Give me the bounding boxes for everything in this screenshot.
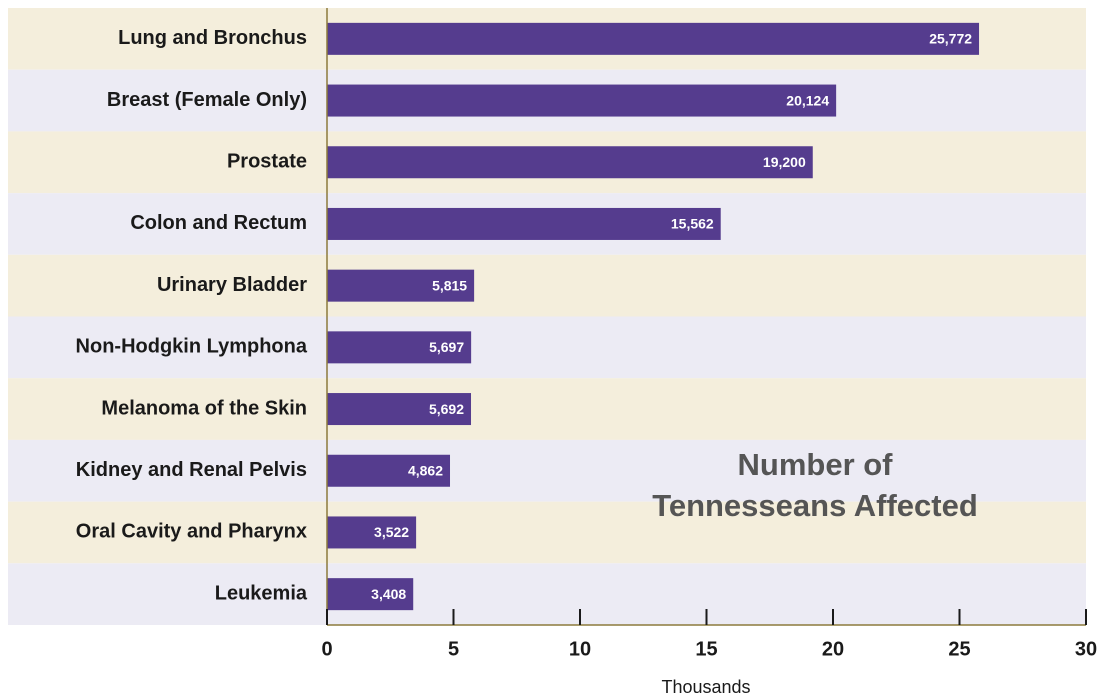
bar — [327, 454, 451, 487]
x-tick-label: 0 — [321, 638, 332, 660]
value-label: 19,200 — [763, 154, 806, 170]
x-axis-label: Thousands — [661, 677, 750, 697]
bar — [327, 331, 472, 364]
row-band — [8, 563, 1086, 625]
value-label: 5,697 — [429, 339, 464, 355]
bar — [327, 393, 472, 426]
row-band — [8, 439, 1086, 502]
y-tick-label: Melanoma of the Skin — [101, 397, 307, 419]
row-band — [8, 254, 1086, 317]
y-tick-label: Colon and Rectum — [130, 212, 307, 234]
value-label: 4,862 — [408, 462, 443, 478]
bar — [327, 146, 813, 179]
x-tick-label: 15 — [695, 638, 717, 660]
value-label: 3,522 — [374, 524, 409, 540]
x-tick-label: 25 — [948, 638, 970, 660]
y-tick-label: Breast (Female Only) — [107, 89, 307, 111]
x-tick-label: 10 — [569, 638, 591, 660]
value-label: 5,692 — [429, 401, 464, 417]
bar — [327, 578, 414, 611]
y-tick-label: Leukemia — [215, 582, 308, 604]
bar — [327, 84, 837, 117]
bar — [327, 516, 417, 549]
x-tick-label: 20 — [822, 638, 844, 660]
value-label: 15,562 — [671, 216, 714, 232]
x-tick-label: 5 — [448, 638, 459, 660]
value-label: 20,124 — [786, 92, 829, 108]
bar — [327, 22, 980, 55]
row-bands — [8, 8, 1086, 625]
y-tick-label: Urinary Bladder — [157, 274, 307, 296]
value-label: 5,815 — [432, 277, 467, 293]
annotation: Tennesseans Affected — [652, 488, 978, 523]
x-tick-label: 30 — [1075, 638, 1097, 660]
row-band — [8, 378, 1086, 440]
y-tick-label: Non-Hodgkin Lymphona — [76, 336, 308, 358]
y-tick-label: Oral Cavity and Pharynx — [76, 521, 307, 543]
value-label: 25,772 — [929, 31, 972, 47]
annotation: Number of — [738, 447, 894, 482]
row-band — [8, 501, 1086, 564]
y-tick-label: Prostate — [227, 151, 307, 173]
bar — [327, 207, 721, 240]
y-tick-label: Lung and Bronchus — [118, 27, 307, 49]
row-band — [8, 316, 1086, 379]
value-label: 3,408 — [371, 586, 406, 602]
bar — [327, 269, 475, 302]
y-tick-label: Kidney and Renal Pelvis — [76, 459, 307, 481]
